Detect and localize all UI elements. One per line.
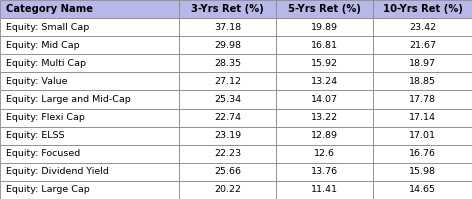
Text: 5-Yrs Ret (%): 5-Yrs Ret (%) bbox=[288, 4, 361, 14]
Bar bbox=[276, 18, 373, 36]
Bar bbox=[373, 91, 472, 108]
Bar bbox=[179, 0, 276, 18]
Text: 13.24: 13.24 bbox=[311, 77, 338, 86]
Text: 23.42: 23.42 bbox=[409, 23, 436, 32]
Text: 28.35: 28.35 bbox=[214, 59, 241, 68]
Bar bbox=[276, 108, 373, 127]
Bar bbox=[0, 72, 179, 91]
Bar bbox=[373, 54, 472, 72]
Text: 13.76: 13.76 bbox=[311, 167, 338, 176]
Bar bbox=[373, 127, 472, 145]
Text: 25.66: 25.66 bbox=[214, 167, 241, 176]
Text: 14.65: 14.65 bbox=[409, 185, 436, 194]
Bar bbox=[179, 181, 276, 199]
Text: 18.85: 18.85 bbox=[409, 77, 436, 86]
Bar bbox=[0, 163, 179, 181]
Bar bbox=[0, 0, 179, 18]
Bar bbox=[179, 145, 276, 163]
Bar bbox=[276, 36, 373, 54]
Text: 16.81: 16.81 bbox=[311, 41, 338, 50]
Bar bbox=[276, 127, 373, 145]
Text: Equity: Large Cap: Equity: Large Cap bbox=[6, 185, 89, 194]
Bar bbox=[179, 18, 276, 36]
Bar bbox=[373, 181, 472, 199]
Bar bbox=[276, 72, 373, 91]
Bar bbox=[0, 181, 179, 199]
Bar bbox=[373, 0, 472, 18]
Text: 29.98: 29.98 bbox=[214, 41, 241, 50]
Bar bbox=[0, 54, 179, 72]
Bar bbox=[276, 163, 373, 181]
Bar bbox=[179, 54, 276, 72]
Text: 23.19: 23.19 bbox=[214, 131, 241, 140]
Bar bbox=[276, 54, 373, 72]
Bar bbox=[373, 108, 472, 127]
Text: 17.14: 17.14 bbox=[409, 113, 436, 122]
Bar bbox=[276, 181, 373, 199]
Text: Category Name: Category Name bbox=[6, 4, 93, 14]
Text: 14.07: 14.07 bbox=[311, 95, 338, 104]
Text: 21.67: 21.67 bbox=[409, 41, 436, 50]
Bar bbox=[0, 18, 179, 36]
Bar bbox=[0, 145, 179, 163]
Bar bbox=[276, 91, 373, 108]
Text: 27.12: 27.12 bbox=[214, 77, 241, 86]
Text: 16.76: 16.76 bbox=[409, 149, 436, 158]
Text: 17.01: 17.01 bbox=[409, 131, 436, 140]
Bar bbox=[179, 108, 276, 127]
Bar bbox=[276, 145, 373, 163]
Text: 19.89: 19.89 bbox=[311, 23, 338, 32]
Bar bbox=[0, 36, 179, 54]
Text: 10-Yrs Ret (%): 10-Yrs Ret (%) bbox=[382, 4, 463, 14]
Text: 11.41: 11.41 bbox=[311, 185, 338, 194]
Bar bbox=[373, 163, 472, 181]
Text: 22.23: 22.23 bbox=[214, 149, 241, 158]
Text: Equity: ELSS: Equity: ELSS bbox=[6, 131, 64, 140]
Text: Equity: Focused: Equity: Focused bbox=[6, 149, 80, 158]
Text: Equity: Value: Equity: Value bbox=[6, 77, 67, 86]
Text: 20.22: 20.22 bbox=[214, 185, 241, 194]
Text: 17.78: 17.78 bbox=[409, 95, 436, 104]
Text: 22.74: 22.74 bbox=[214, 113, 241, 122]
Text: 3-Yrs Ret (%): 3-Yrs Ret (%) bbox=[191, 4, 264, 14]
Text: 12.6: 12.6 bbox=[314, 149, 335, 158]
Text: 13.22: 13.22 bbox=[311, 113, 338, 122]
Bar bbox=[373, 36, 472, 54]
Bar bbox=[373, 18, 472, 36]
Text: Equity: Mid Cap: Equity: Mid Cap bbox=[6, 41, 79, 50]
Bar bbox=[0, 127, 179, 145]
Bar bbox=[0, 108, 179, 127]
Text: Equity: Multi Cap: Equity: Multi Cap bbox=[6, 59, 85, 68]
Bar bbox=[276, 0, 373, 18]
Bar bbox=[373, 145, 472, 163]
Bar bbox=[179, 127, 276, 145]
Text: Equity: Small Cap: Equity: Small Cap bbox=[6, 23, 89, 32]
Text: 18.97: 18.97 bbox=[409, 59, 436, 68]
Bar bbox=[179, 72, 276, 91]
Bar bbox=[179, 91, 276, 108]
Text: 37.18: 37.18 bbox=[214, 23, 241, 32]
Text: Equity: Flexi Cap: Equity: Flexi Cap bbox=[6, 113, 84, 122]
Bar bbox=[179, 163, 276, 181]
Bar bbox=[373, 72, 472, 91]
Text: Equity: Dividend Yield: Equity: Dividend Yield bbox=[6, 167, 109, 176]
Text: 12.89: 12.89 bbox=[311, 131, 338, 140]
Text: Equity: Large and Mid-Cap: Equity: Large and Mid-Cap bbox=[6, 95, 130, 104]
Bar bbox=[0, 91, 179, 108]
Text: 25.34: 25.34 bbox=[214, 95, 241, 104]
Text: 15.98: 15.98 bbox=[409, 167, 436, 176]
Bar bbox=[179, 36, 276, 54]
Text: 15.92: 15.92 bbox=[311, 59, 338, 68]
